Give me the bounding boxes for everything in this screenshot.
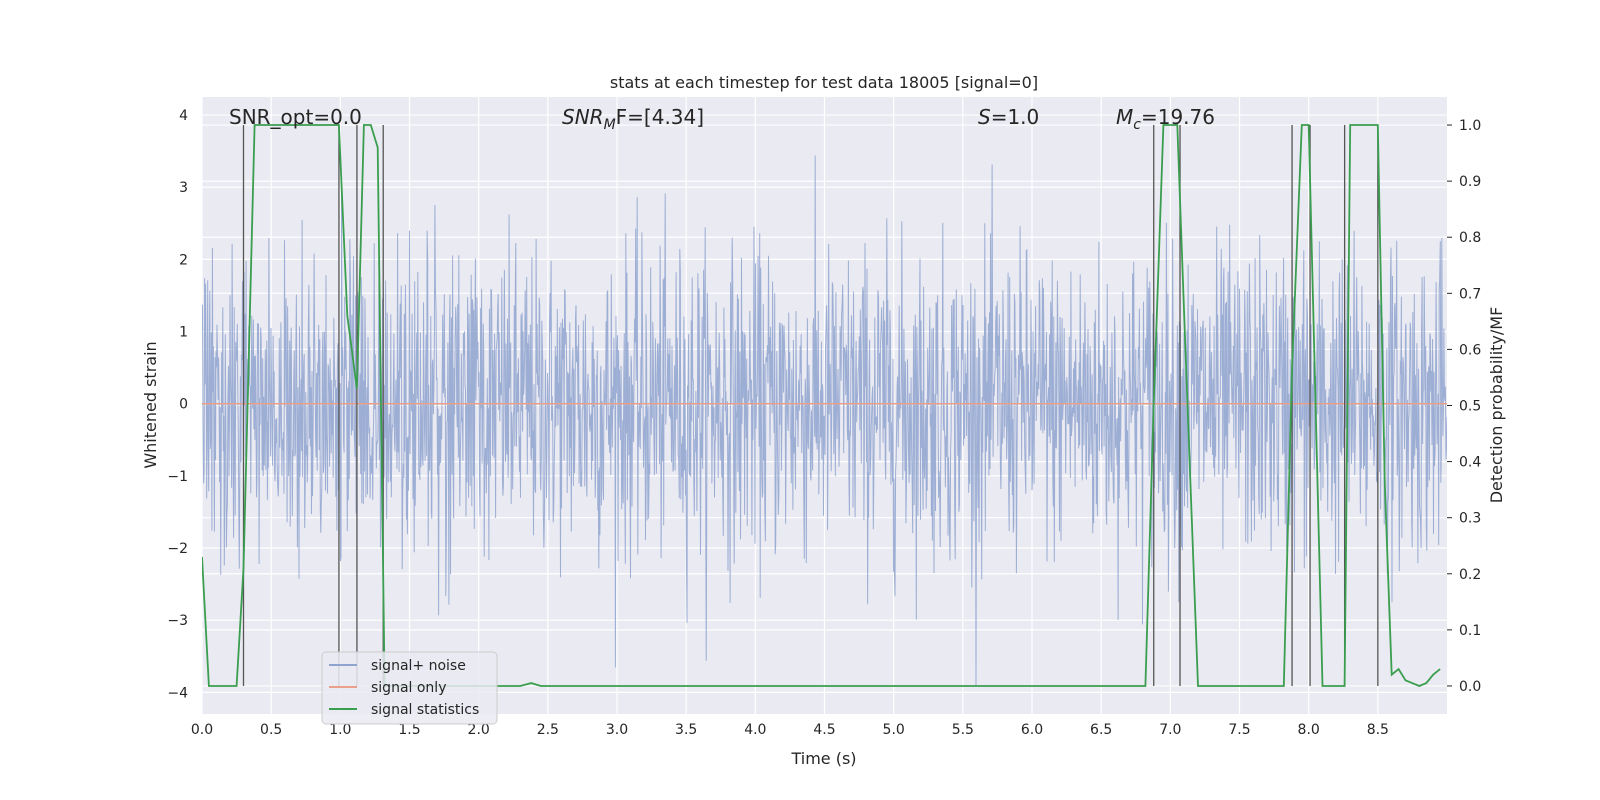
legend-label-signal-noise: signal+ noise (371, 658, 466, 674)
x-tick-label: 4.0 (744, 722, 766, 738)
x-tick-label: 5.0 (883, 722, 905, 738)
series-signal-noise (202, 155, 1447, 686)
legend-box (321, 651, 498, 725)
y-right-tick-label: 0.9 (1459, 174, 1481, 190)
y-left-tick-label: −2 (167, 541, 188, 557)
x-tick-label: 4.5 (813, 722, 835, 738)
x-tick-label: 5.5 (952, 722, 974, 738)
x-tick-label: 7.0 (1159, 722, 1181, 738)
legend-label-signal-statistics: signal statistics (371, 702, 479, 718)
noise-trace (202, 155, 1447, 686)
y-left-tick-label: 1 (179, 325, 188, 341)
y-right-tick-label: 0.6 (1459, 342, 1481, 358)
y-right-tick-labels: 0.0 0.1 0.2 0.3 0.4 0.5 0.6 0.7 0.8 0.9 1.0 (1459, 118, 1481, 695)
series-signal-statistics (202, 124, 1441, 687)
y-axis-right-label: Detection probability/MF (1487, 307, 1506, 504)
annotation-mc: Mc=19.76 (1116, 105, 1215, 133)
vertical-markers (242, 125, 1379, 686)
legend-label-signal-only: signal only (371, 680, 446, 696)
x-tick-label: 0.0 (191, 722, 213, 738)
x-axis-label: Time (s) (790, 749, 856, 768)
x-tick-label: 0.5 (260, 722, 282, 738)
x-tick-labels: 0.0 0.5 1.0 1.5 2.0 2.5 3.0 3.5 4.0 4.5 5.0 5.5 6.0 6… (191, 722, 1389, 738)
y-left-tick-label: 0 (179, 397, 188, 413)
y-left-tick-label: −1 (167, 469, 188, 485)
y-right-tick-label: 0.2 (1459, 567, 1481, 583)
annotation-s-base: S (978, 105, 991, 129)
x-tick-label: 7.5 (1228, 722, 1250, 738)
y-left-tick-label: 4 (179, 108, 188, 124)
y-right-tick-label: 1.0 (1459, 118, 1481, 134)
y-right-tick-label: 0.0 (1459, 679, 1481, 695)
annotation-snr-opt: SNR_opt=0.0 (229, 105, 362, 129)
annotation-snr-mf-base: SNR (562, 105, 604, 129)
y-right-tick-label: 0.4 (1459, 455, 1481, 471)
legend: signal+ noise signal only signal statist… (321, 651, 498, 725)
annotation-mc-sub: c (1133, 117, 1141, 133)
y-right-tick-label: 0.5 (1459, 399, 1481, 415)
x-tick-label: 6.0 (1021, 722, 1043, 738)
y-right-tick-label: 0.8 (1459, 230, 1481, 246)
annotation-mc-rest: =19.76 (1141, 105, 1215, 129)
x-tick-label: 8.5 (1367, 722, 1389, 738)
chart-title: stats at each timestep for test data 180… (610, 73, 1038, 92)
x-tick-label: 3.0 (606, 722, 628, 738)
annotation-s: S=1.0 (978, 105, 1039, 129)
annotation-snr-mf-sub: M (604, 117, 616, 133)
x-tick-label: 1.0 (329, 722, 351, 738)
y-axis-left-label: Whitened strain (141, 341, 160, 468)
x-tick-label: 1.5 (398, 722, 420, 738)
x-tick-label: 8.0 (1298, 722, 1320, 738)
x-tick-label: 2.5 (537, 722, 559, 738)
x-tick-label: 3.5 (675, 722, 697, 738)
x-tick-label: 2.0 (468, 722, 490, 738)
x-tick-label: 6.5 (1090, 722, 1112, 738)
y-left-tick-label: −4 (167, 685, 188, 701)
annotation-snr-mf-rest: F=[4.34] (616, 105, 704, 129)
y-right-tick-label: 0.1 (1459, 623, 1481, 639)
y-right-tick-label: 0.7 (1459, 286, 1481, 302)
y-left-tick-label: 3 (179, 180, 188, 196)
y-right-tick-label: 0.3 (1459, 511, 1481, 527)
y-left-tick-label: 2 (179, 252, 188, 268)
y-left-tick-label: −3 (167, 613, 188, 629)
annotation-s-rest: =1.0 (991, 105, 1040, 129)
annotation-mc-base: M (1116, 105, 1133, 129)
annotation-snr-mf: SNRMF=[4.34] (562, 105, 704, 133)
y-left-tick-labels: −4 −3 −2 −1 0 1 2 3 4 (167, 108, 188, 701)
